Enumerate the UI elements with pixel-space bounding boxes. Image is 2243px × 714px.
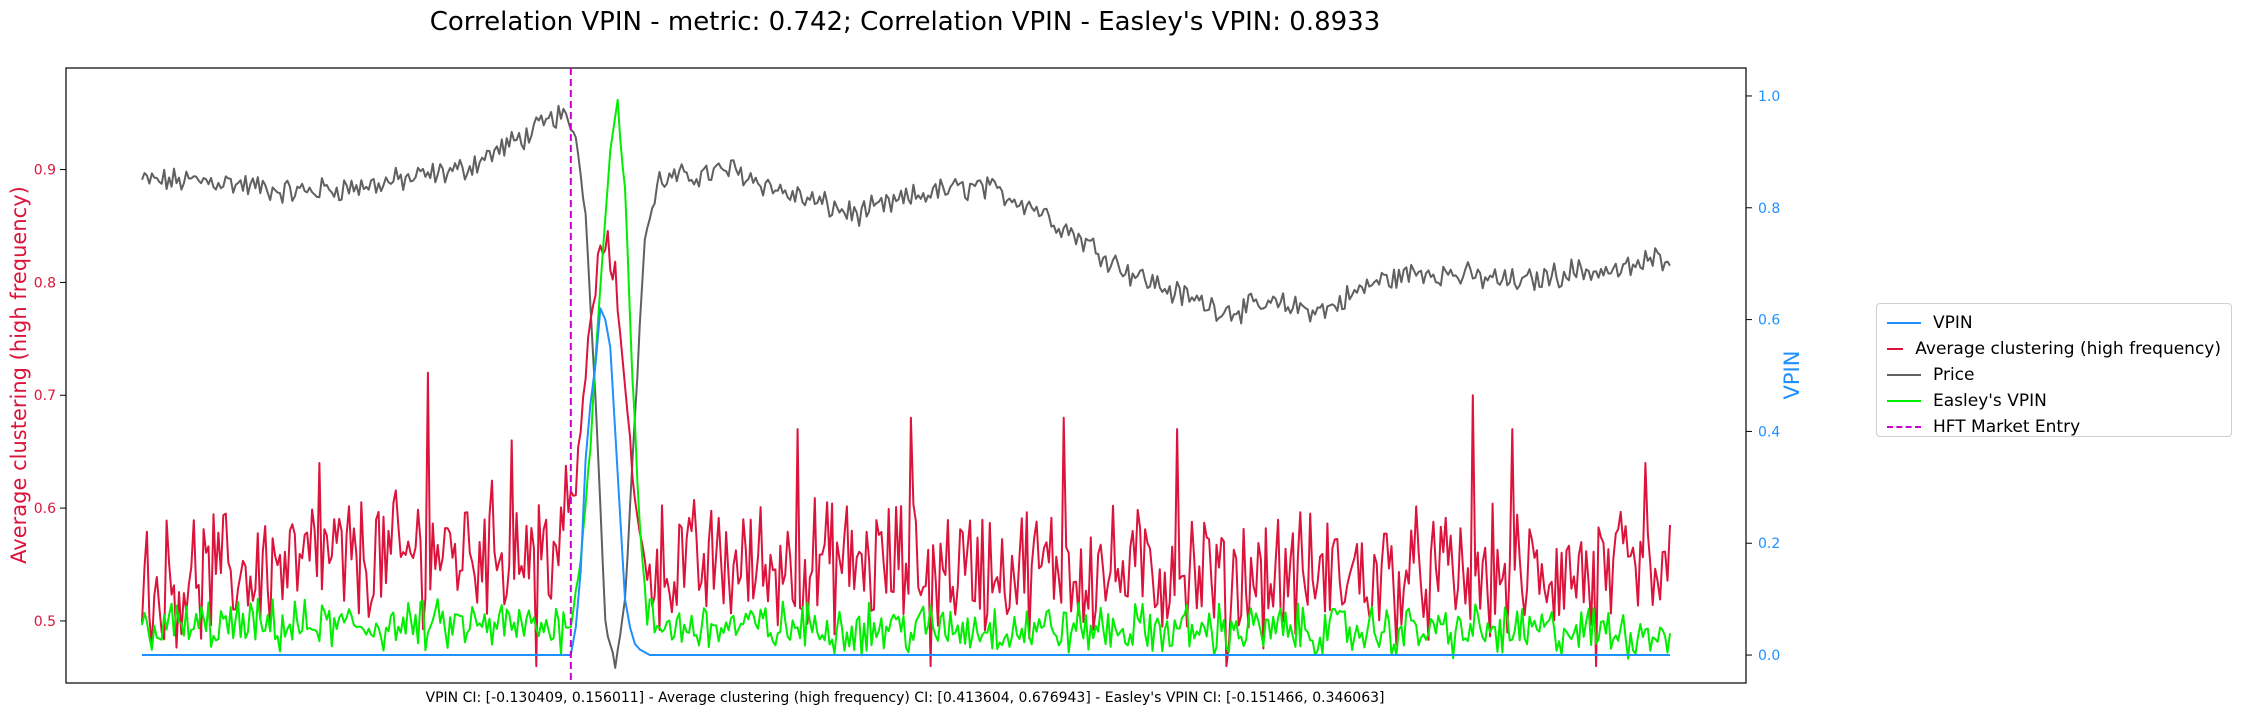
series-line-price (141, 104, 1671, 669)
confidence-interval-footer: VPIN CI: [-0.130409, 0.156011] - Average… (426, 690, 1385, 706)
series-layer (141, 68, 1671, 683)
right-axis-label: VPIN (1780, 351, 1804, 400)
legend-label-price: Price (1933, 365, 1975, 385)
right-axis-tick-label: 0.4 (1758, 424, 1780, 440)
legend-swatch-easley-vpin (1887, 400, 1921, 402)
legend-item-hft-entry: HFT Market Entry (1887, 414, 2221, 440)
chart-title: Correlation VPIN - metric: 0.742; Correl… (430, 7, 1381, 37)
right-axis-tick-label: 0.8 (1758, 201, 1780, 217)
series-line-average-clustering-high-frequency (141, 230, 1671, 668)
legend-item-easley-vpin: Easley's VPIN (1887, 388, 2221, 414)
left-axis-tick-label: 0.6 (34, 501, 56, 517)
legend-item-vpin: VPIN (1887, 310, 2221, 336)
legend-swatch-clustering (1887, 348, 1904, 350)
left-axis-ticks: 0.5 0.6 0.7 0.8 0.9 (34, 163, 66, 630)
legend-label-vpin: VPIN (1933, 313, 1973, 333)
right-axis-ticks: 0.0 0.2 0.4 0.6 0.8 1.0 (1746, 89, 1780, 664)
left-axis-tick-label: 0.9 (34, 163, 56, 179)
legend-label-clustering: Average clustering (high frequency) (1915, 339, 2221, 359)
series-line-easley-s-vpin (141, 98, 1671, 660)
legend-swatch-hft-entry (1887, 426, 1921, 428)
series-line-vpin (142, 307, 1670, 656)
left-axis-label: Average clustering (high frequency) (7, 186, 31, 564)
right-axis-tick-label: 0.6 (1758, 313, 1780, 329)
plot-area (65, 67, 1747, 684)
legend-swatch-price (1887, 374, 1921, 376)
left-axis-tick-label: 0.8 (34, 275, 56, 291)
right-axis-tick-label: 0.2 (1758, 536, 1780, 552)
left-axis-tick-label: 0.5 (34, 614, 56, 630)
legend: VPIN Average clustering (high frequency)… (1876, 303, 2232, 437)
legend-item-price: Price (1887, 362, 2221, 388)
right-axis-tick-label: 0.0 (1758, 648, 1780, 664)
left-axis-tick-label: 0.7 (34, 388, 56, 404)
legend-swatch-vpin (1887, 322, 1921, 324)
legend-item-clustering: Average clustering (high frequency) (1887, 336, 2221, 362)
legend-label-easley-vpin: Easley's VPIN (1933, 391, 2047, 411)
right-axis-tick-label: 1.0 (1758, 89, 1780, 105)
legend-label-hft-entry: HFT Market Entry (1933, 417, 2081, 437)
